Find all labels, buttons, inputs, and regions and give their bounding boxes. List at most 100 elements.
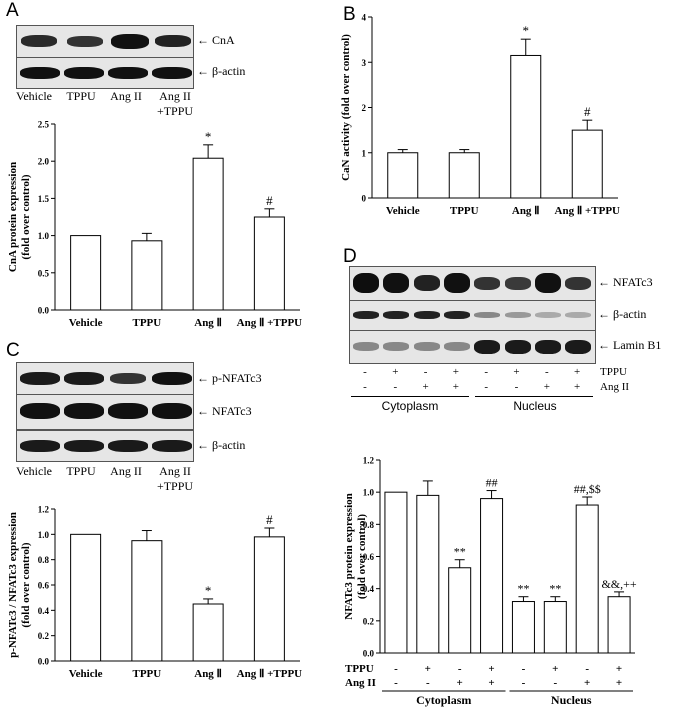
- condition-sign: -: [458, 663, 462, 675]
- group-bracket-cytoplasm: [351, 396, 469, 397]
- bar: [511, 601, 535, 654]
- lane-label: Ang II +TPPU: [156, 464, 194, 493]
- blot-actin-c: [16, 430, 194, 462]
- bar: [416, 494, 440, 654]
- lane-label: Vehicle: [16, 89, 52, 103]
- blot-band: [108, 403, 148, 419]
- panel-letter-a: A: [6, 0, 19, 21]
- condition-sign: -: [553, 677, 557, 689]
- bar: [571, 129, 603, 199]
- condition-sign: -: [522, 677, 526, 689]
- chart-b: 0 1 2 3 4 CaN activity (fold over control) Veh…: [340, 13, 620, 218]
- blot-band: [64, 67, 104, 79]
- bar: [192, 157, 224, 311]
- blot-band: [504, 340, 531, 354]
- significance-label: #: [584, 104, 591, 119]
- y-tick-label: 0.6: [38, 581, 50, 591]
- blot-band: [152, 67, 192, 79]
- significance-label: *: [205, 129, 212, 144]
- blot-label-p-nfatc3: ← p-NFATc3: [197, 371, 262, 385]
- bar: [384, 491, 408, 654]
- bar: [131, 540, 163, 662]
- blot-band: [152, 372, 192, 385]
- blot-band: [152, 440, 192, 452]
- blot-nfatc3-c: [16, 394, 194, 430]
- blot-band: [383, 342, 410, 351]
- y-tick-label: 2.5: [38, 120, 50, 130]
- blot-band: [21, 35, 57, 47]
- y-tick-label: 0.8: [38, 555, 50, 565]
- blot-band: [443, 311, 470, 319]
- blot-label-cna: ← CnA: [197, 33, 235, 47]
- condition-sign: +: [457, 677, 463, 689]
- blot-band: [474, 340, 501, 354]
- lane-label: TPPU: [66, 464, 96, 478]
- y-tick-label: 0.4: [363, 584, 375, 594]
- bar: [607, 596, 631, 654]
- y-axis-label: (fold over control): [356, 514, 368, 599]
- lane-label: Ang II +TPPU: [156, 89, 194, 118]
- condition-sign: -: [426, 677, 430, 689]
- bar: [131, 240, 163, 311]
- blot-label-actin-d: ← β-actin: [598, 307, 647, 321]
- chart-d: 0.0 0.2 0.4 0.6 0.8 1.0 1.2 NFATc3 protein expr…: [343, 456, 637, 708]
- bar: [192, 603, 224, 662]
- blot-band: [504, 312, 531, 318]
- significance-label: *: [523, 23, 530, 38]
- condition-sign: +: [573, 366, 581, 378]
- bar: [480, 498, 504, 654]
- y-tick-label: 2.0: [38, 157, 50, 167]
- blot-label-nfatc3-c: ← NFATc3: [197, 404, 252, 418]
- blot-band: [64, 372, 104, 385]
- lane-label: Ang II: [110, 89, 142, 103]
- y-tick-label: 1.5: [38, 194, 50, 204]
- y-tick-label: 0.2: [363, 616, 375, 626]
- blot-band: [64, 403, 104, 419]
- significance-label: **: [517, 582, 529, 596]
- blot-actin-a: [16, 57, 194, 89]
- y-tick-label: 0.4: [38, 606, 50, 616]
- condition-sign: -: [544, 366, 549, 378]
- group-bracket-nucleus: [475, 396, 593, 397]
- condition-sign: +: [584, 677, 590, 689]
- panel-letter-c: C: [6, 340, 20, 361]
- panel-letter-b: B: [343, 4, 356, 25]
- blot-p-nfatc3: [16, 362, 194, 396]
- bar: [448, 152, 480, 199]
- bar: [510, 54, 542, 199]
- blot-band: [110, 373, 146, 384]
- blot-band: [108, 67, 148, 79]
- significance-label: **: [454, 545, 466, 559]
- condition-sign: +: [452, 381, 459, 393]
- row-label-angii: Ang II: [345, 677, 376, 689]
- blot-band: [64, 440, 104, 452]
- blot-band: [565, 340, 592, 354]
- blot-band: [353, 311, 379, 319]
- condition-sign: -: [423, 366, 428, 378]
- y-tick-label: 1: [362, 148, 367, 158]
- y-tick-label: 4: [362, 13, 367, 23]
- y-axis-label: (fold over control): [20, 174, 32, 259]
- condition-sign: +: [616, 677, 622, 689]
- blot-band: [383, 311, 410, 319]
- y-axis-label: p-NFATc3 / NFATc3 expression: [7, 512, 19, 658]
- blot-label-text: β-actin: [613, 307, 647, 321]
- blot-band: [443, 342, 470, 351]
- condition-sign: +: [616, 663, 622, 675]
- y-axis-label: (fold over control): [20, 542, 32, 627]
- bar: [543, 601, 567, 654]
- blot-band: [353, 273, 379, 293]
- condition-sign: +: [488, 677, 494, 689]
- category-label: TPPU: [450, 205, 479, 217]
- chart-a: 0.0 0.5 1.0 1.5 2.0 2.5 CnA protein expression…: [7, 120, 302, 330]
- y-tick-label: 1.0: [38, 530, 50, 540]
- y-tick-label: 1.0: [38, 231, 50, 241]
- lane-label: TPPU: [66, 89, 96, 103]
- blot-band: [534, 312, 561, 318]
- blot-band: [152, 403, 192, 419]
- blot-band: [20, 67, 60, 79]
- blot-band: [534, 273, 561, 293]
- group-label-nucleus: Nucleus: [551, 693, 592, 707]
- row-label-tppu: TPPU: [345, 663, 374, 675]
- y-tick-label: 0.0: [363, 649, 375, 659]
